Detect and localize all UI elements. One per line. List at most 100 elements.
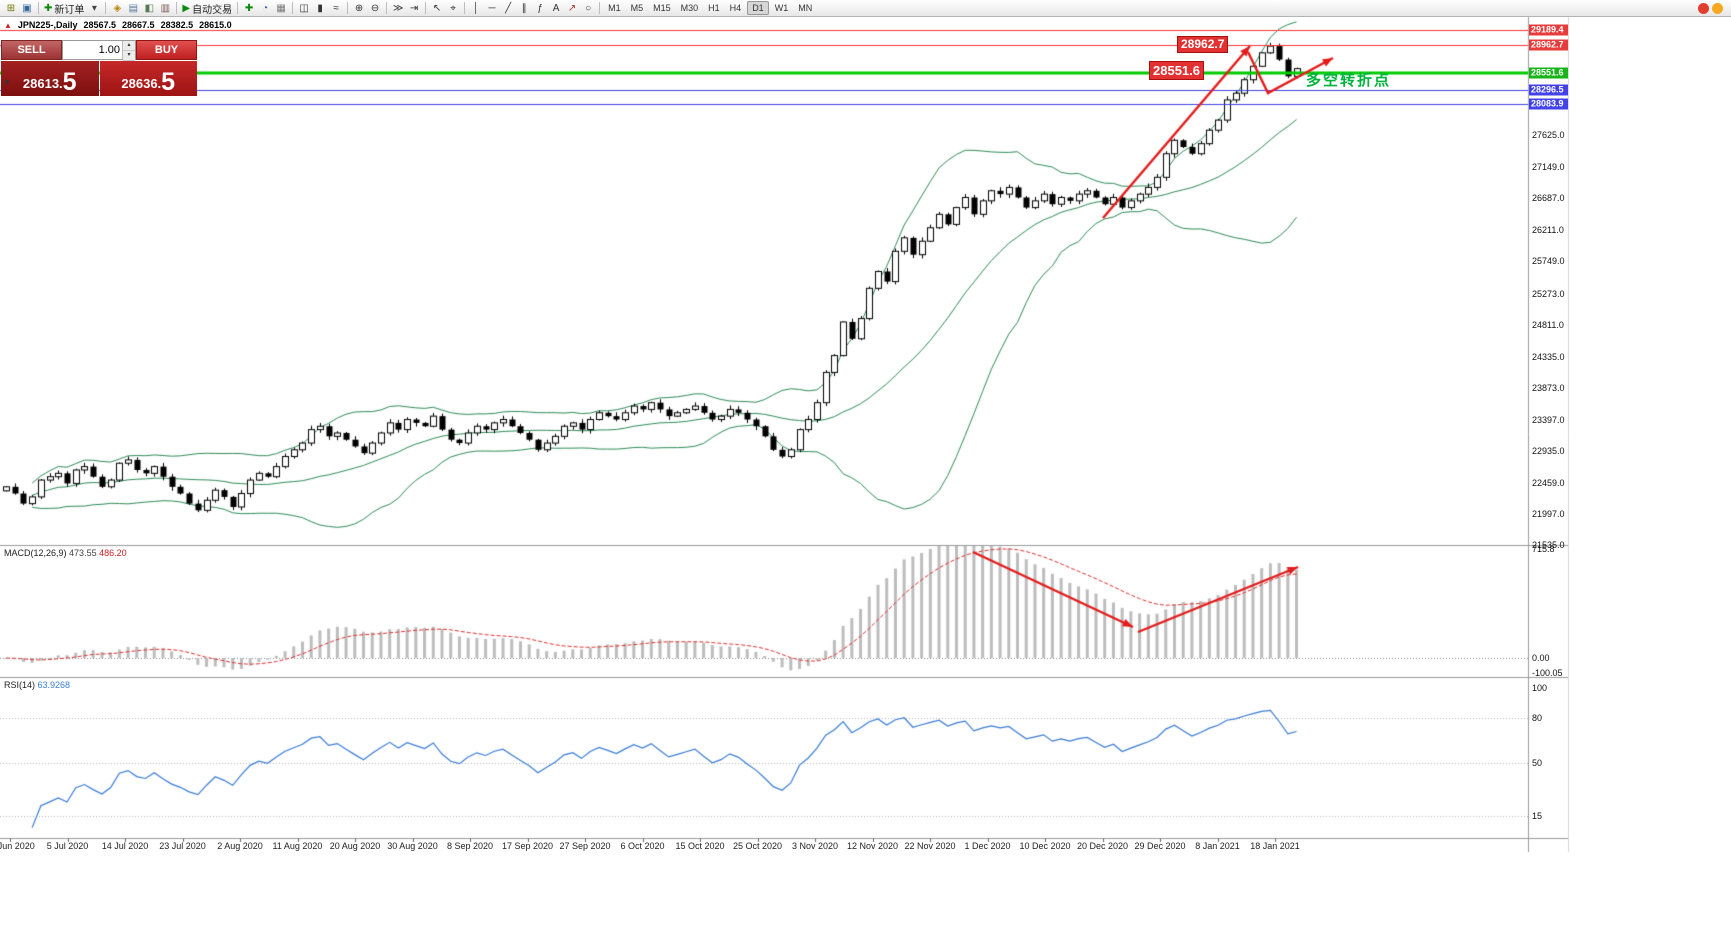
toolbar-separator <box>386 2 388 14</box>
new-order-button[interactable]: ✚ 新订单 <box>42 1 86 16</box>
time-axis-label: 3 Nov 2020 <box>791 841 839 851</box>
price-axis-label: 22459.0 <box>1532 477 1565 488</box>
equidistant-channel-icon: ∥ <box>521 2 527 14</box>
navigator-button[interactable]: ◧ <box>141 1 157 16</box>
indicators-button[interactable]: ✚ <box>241 1 257 16</box>
time-axis-label: 6 Oct 2020 <box>620 841 665 851</box>
bar-chart-button[interactable]: ◫ <box>296 1 312 16</box>
quote-open: 28567.5 <box>83 20 117 30</box>
buy-price-display[interactable]: 28636. 5 <box>99 61 197 96</box>
timeframe-d1-button[interactable]: D1 <box>747 1 769 15</box>
quote-close: 28615.0 <box>199 20 232 30</box>
terminal-icon: ▥ <box>160 2 171 14</box>
auto-trading-button[interactable]: ▶ 自动交易 <box>180 1 234 16</box>
trendline-button[interactable]: ╱ <box>500 1 516 16</box>
rsi-value: 63.9268 <box>37 680 71 690</box>
price-axis-label: 25749.0 <box>1532 256 1565 267</box>
new-order-dropdown[interactable]: ▾ <box>86 1 102 16</box>
timeframe-m5-button[interactable]: M5 <box>630 3 644 13</box>
time-axis-label: 15 Oct 2020 <box>675 841 725 851</box>
alerts-icon[interactable] <box>1712 2 1723 14</box>
timeframe-w1-button[interactable]: W1 <box>774 3 789 13</box>
time-axis-label: 5 Jul 2020 <box>46 841 89 851</box>
macd-axis-label: 715.8 <box>1532 544 1555 554</box>
turning-point-label[interactable]: 多空转折点 <box>1306 72 1392 89</box>
quote-bar: ▲ JPN225-,Daily 28567.5 28667.5 28382.5 … <box>4 20 232 30</box>
cursor-button[interactable]: ↖ <box>429 1 445 16</box>
equidistant-channel-button[interactable]: ∥ <box>516 1 532 16</box>
crosshair-icon: ⌖ <box>450 2 456 14</box>
time-axis-label: 8 Jan 2021 <box>1195 841 1240 851</box>
shapes-button[interactable]: ○ <box>580 1 596 16</box>
horizontal-line-button[interactable]: ─ <box>484 1 500 16</box>
auto-scroll-icon: ≫ <box>392 2 404 14</box>
price-axis-label: 21997.0 <box>1532 508 1565 519</box>
price-axis-label: 22935.0 <box>1532 445 1565 456</box>
buy-price-main: 28636. <box>121 76 162 91</box>
price-axis-label: 21535.0 <box>1532 540 1565 550</box>
line-chart-button[interactable]: ≈ <box>328 1 344 16</box>
zoom-in-icon: ⊕ <box>354 2 364 14</box>
chart-shift-button[interactable]: ⇥ <box>406 1 422 16</box>
timeframe-h1-button[interactable]: H1 <box>708 3 720 13</box>
price-axis-label: 27149.0 <box>1532 162 1565 173</box>
vertical-line-button[interactable]: │ <box>468 1 484 16</box>
auto-trading-icon: ▶ <box>182 2 191 14</box>
text-button[interactable]: A <box>548 1 564 16</box>
price-tag: 28551.6 <box>1529 67 1568 79</box>
fibonacci-button[interactable]: ƒ <box>532 1 548 16</box>
profiles-button[interactable]: ▣ <box>19 1 35 16</box>
volume-increase-button[interactable]: ▴ <box>123 41 135 51</box>
zoom-out-button[interactable]: ⊖ <box>367 1 383 16</box>
market-watch-button[interactable]: ◈ <box>109 1 125 16</box>
new-order-icon: ▾ <box>91 2 97 14</box>
buy-price-big-digit: 5 <box>161 68 176 96</box>
cursor-icon: ↖ <box>432 2 442 14</box>
horizontal-line-icon: ─ <box>488 2 496 14</box>
toolbar-separator <box>347 2 349 14</box>
price-axis-label: 26211.0 <box>1532 225 1564 236</box>
periods-button[interactable]: ◔ <box>257 1 273 16</box>
time-axis-label: 30 Aug 2020 <box>387 841 438 851</box>
timeframe-mn-button[interactable]: MN <box>798 3 813 13</box>
rsi-name: RSI(14) <box>4 680 36 690</box>
arrows-button[interactable]: ↗ <box>564 1 580 16</box>
mql5-community-icon[interactable] <box>1698 2 1709 14</box>
volume-input[interactable] <box>63 41 122 59</box>
templates-button[interactable]: ▦ <box>273 1 289 16</box>
timeframe-m30-button[interactable]: M30 <box>680 3 699 13</box>
time-axis-label: 14 Jul 2020 <box>101 841 149 851</box>
time-axis-label: 29 Dec 2020 <box>1134 841 1186 851</box>
text-icon: A <box>552 2 560 14</box>
timeframe-m1-button[interactable]: M1 <box>608 3 621 13</box>
price-axis-label: 26687.0 <box>1532 193 1565 204</box>
terminal-button[interactable]: ▥ <box>157 1 173 16</box>
sell-price-big-digit: 5 <box>62 68 77 96</box>
rsi-label: RSI(14) 63.9268 <box>4 680 70 690</box>
quote-symbol: JPN225-,Daily <box>17 20 78 30</box>
timeframe-m15-button[interactable]: M15 <box>653 3 671 13</box>
new-chart-button[interactable]: ⊞ <box>3 1 19 16</box>
price-tag: 28083.9 <box>1529 98 1568 110</box>
auto-scroll-button[interactable]: ≫ <box>390 1 406 16</box>
toolbar-separator <box>425 2 427 14</box>
timeframe-h4-button[interactable]: H4 <box>729 3 742 13</box>
time-axis-label: 23 Jul 2020 <box>159 841 206 851</box>
candlestick-chart-button[interactable]: ▮ <box>312 1 328 16</box>
support-price-label[interactable]: 28551.6 <box>1149 61 1204 80</box>
toolbar-separator <box>176 2 178 14</box>
sell-price-display[interactable]: 28613. 5 <box>1 61 99 96</box>
crosshair-button[interactable]: ⌖ <box>445 1 461 16</box>
auto-trading-button-label: 自动交易 <box>192 4 233 16</box>
volume-decrease-button[interactable]: ▾ <box>123 51 135 61</box>
buy-button[interactable]: BUY <box>136 40 197 60</box>
price-axis-label: 23873.0 <box>1532 382 1565 393</box>
one-click-panel-toggle-icon[interactable]: ▼ <box>3 78 11 87</box>
resistance-price-label[interactable]: 28962.7 <box>1177 36 1229 53</box>
toolbar-separator <box>105 2 107 14</box>
sell-button[interactable]: SELL <box>1 40 62 60</box>
data-window-button[interactable]: ▤ <box>125 1 141 16</box>
zoom-in-button[interactable]: ⊕ <box>351 1 367 16</box>
arrows-icon: ↗ <box>567 2 577 14</box>
